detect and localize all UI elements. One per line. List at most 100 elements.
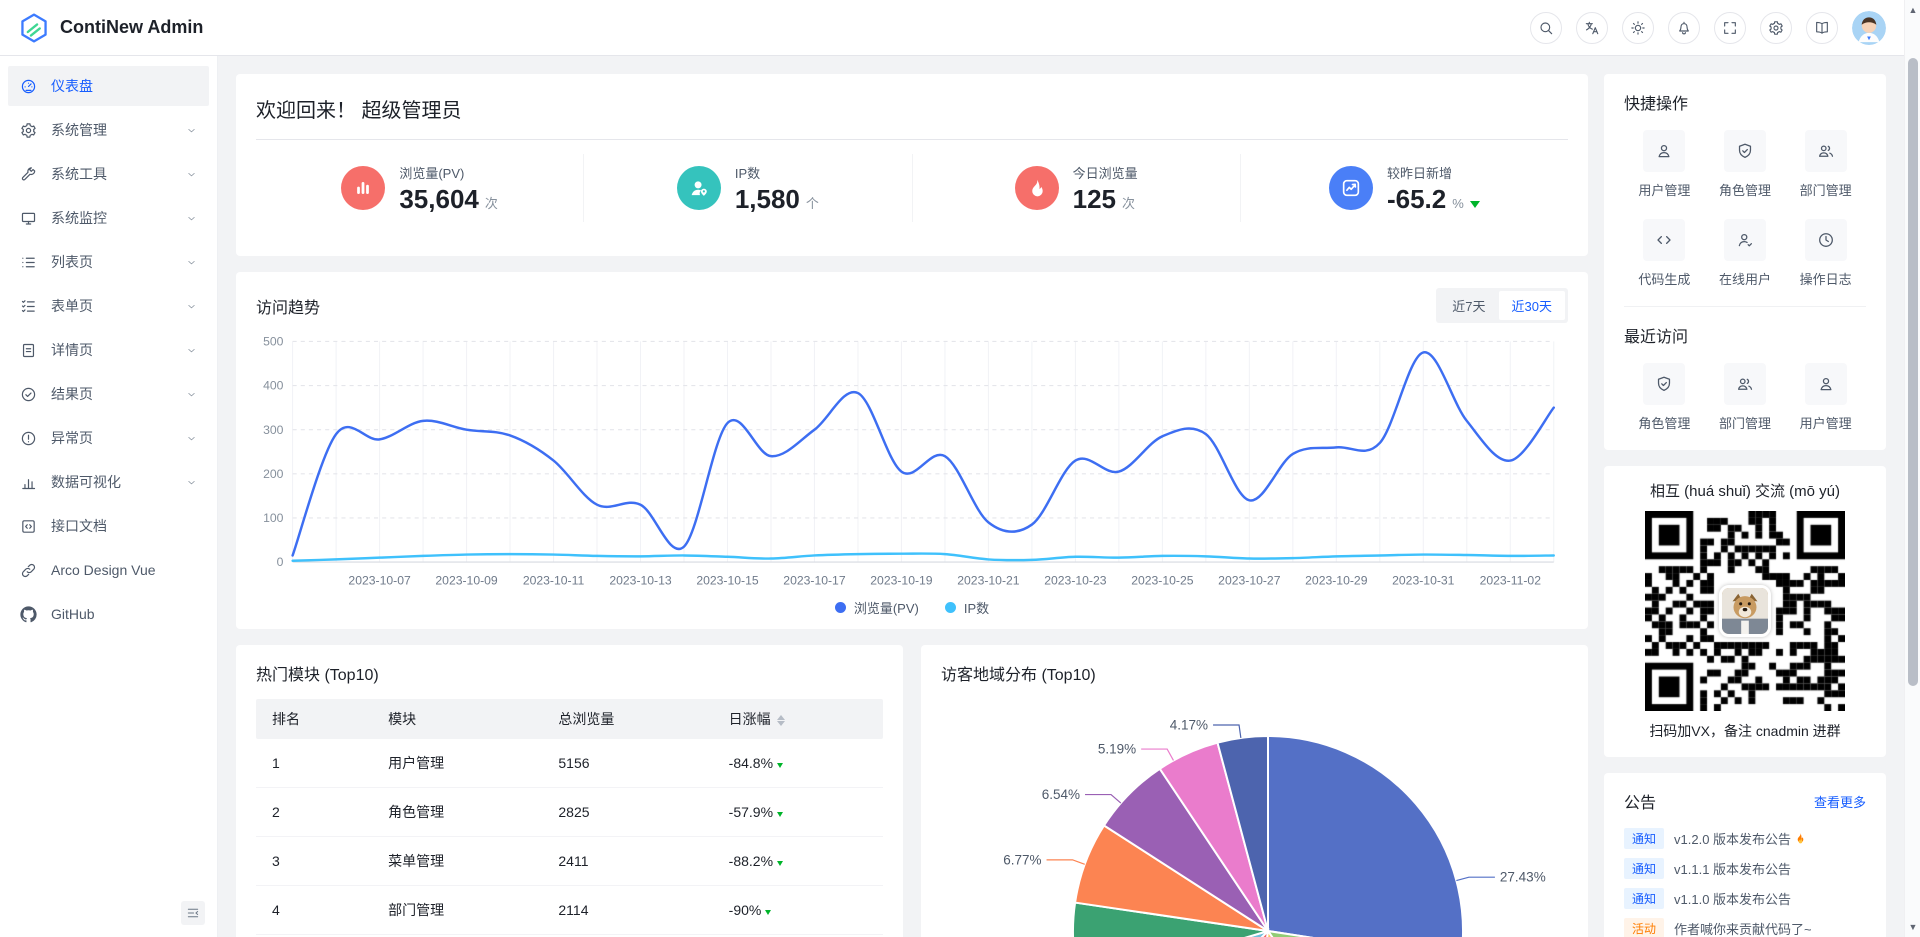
announcement-item[interactable]: 活动 作者喊你来贡献代码了~ [1624, 913, 1866, 937]
qr-code [1645, 511, 1845, 711]
recent-visit-dept-management[interactable]: 部门管理 [1705, 363, 1786, 432]
wrench-icon [20, 166, 37, 183]
header-theme-button[interactable] [1622, 11, 1654, 44]
header-notifications-button[interactable] [1668, 11, 1700, 44]
recent-visit-role-management[interactable]: 角色管理 [1624, 363, 1705, 432]
sidebar-item-system-monitor[interactable]: 系统监控 [8, 198, 209, 238]
cell-change: -90% [712, 885, 883, 935]
scrollbar-down-arrow[interactable]: ▼ [1908, 922, 1918, 932]
action-label: 角色管理 [1638, 416, 1691, 431]
scrollbar-up-arrow[interactable]: ▲ [1908, 5, 1918, 15]
continew-logo-icon [21, 13, 47, 42]
view-more-link[interactable]: 查看更多 [1813, 794, 1866, 810]
quick-action-online-users[interactable]: 在线用户 [1705, 219, 1786, 288]
hot-modules-title: 热门模块 (Top10) [256, 667, 379, 684]
cell-module: 用户管理 [372, 739, 543, 788]
sidebar-item-arco-design-vue[interactable]: Arco Design Vue [8, 550, 209, 590]
range-30d-button[interactable]: 近30天 [1498, 291, 1565, 320]
sidebar-item-detail-pages[interactable]: 详情页 [8, 330, 209, 370]
qr-center-avatar [1719, 585, 1771, 637]
divider [1624, 306, 1866, 307]
recent-visit-user-management[interactable]: 用户管理 [1785, 363, 1866, 432]
svg-text:500: 500 [263, 334, 284, 348]
svg-text:2023-10-21: 2023-10-21 [957, 574, 1019, 588]
sidebar-item-system-tools[interactable]: 系统工具 [8, 154, 209, 194]
range-7d-button[interactable]: 近7天 [1452, 299, 1486, 314]
sidebar-item-data-visualization[interactable]: 数据可视化 [8, 462, 209, 502]
announcement-text: v1.1.0 版本发布公告 [1674, 891, 1792, 907]
quick-action-user-management[interactable]: 用户管理 [1624, 130, 1705, 199]
sidebar-item-label: 详情页 [51, 342, 93, 358]
user-avatar[interactable] [1852, 10, 1886, 45]
table-header-3: 总浏览量 [542, 699, 713, 739]
sidebar-item-api-docs[interactable]: 接口文档 [8, 506, 209, 546]
announcement-item[interactable]: 通知 v1.1.1 版本发布公告 [1624, 853, 1866, 883]
sidebar-item-form-pages[interactable]: 表单页 [8, 286, 209, 326]
trend-line-chart: 0 100 200 300 400 500 2023-10-07 2023-10-09 2023… [263, 334, 1555, 588]
header-settings-button[interactable] [1760, 11, 1792, 44]
legend-item[interactable]: IP数 [944, 598, 989, 617]
cell-views: 2825 [542, 787, 713, 837]
table-row: 3 菜单管理 2411 -88.2% [256, 836, 883, 886]
sidebar-item-result-pages[interactable]: 结果页 [8, 374, 209, 414]
stat-value: 125 次 [1072, 183, 1136, 214]
chevron-down-icon [186, 345, 197, 356]
cell-module: 菜单管理 [372, 836, 543, 886]
action-label: 部门管理 [1799, 183, 1852, 198]
monitor-icon [20, 210, 37, 227]
announcement-item[interactable]: 通知 v1.2.0 版本发布公告 [1624, 823, 1866, 853]
header-fullscreen-button[interactable] [1714, 11, 1746, 44]
scrollbar-thumb[interactable] [1908, 58, 1918, 686]
action-label: 角色管理 [1718, 183, 1771, 198]
region-pie-chart: 27.43% 6.77% 6.54% 5.19% 4.17% [941, 693, 1568, 937]
svg-text:2023-10-25: 2023-10-25 [1131, 574, 1193, 588]
quick-action-role-management[interactable]: 角色管理 [1705, 130, 1786, 199]
sort-icon[interactable] [776, 714, 785, 726]
svg-text:2023-10-19: 2023-10-19 [870, 574, 932, 588]
announcement-item[interactable]: 通知 v1.1.0 版本发布公告 [1624, 883, 1866, 913]
stat-trend-icon [1328, 166, 1373, 210]
sidebar-item-list-pages[interactable]: 列表页 [8, 242, 209, 282]
sidebar-item-label: 数据可视化 [51, 474, 121, 490]
recent-visits-grid: 角色管理 部门管理 用户管理 [1624, 363, 1866, 432]
quick-action-code-generation[interactable]: 代码生成 [1624, 219, 1705, 288]
sidebar-item-label: 仪表盘 [51, 78, 93, 94]
sidebar-collapse-button[interactable] [181, 901, 205, 925]
svg-text:2023-10-11: 2023-10-11 [523, 574, 585, 588]
header-search-button[interactable] [1530, 11, 1562, 44]
app-header: ContiNew Admin [0, 0, 1904, 56]
user-online-icon [1723, 219, 1766, 261]
sidebar-item-system-management[interactable]: 系统管理 [8, 110, 209, 150]
stat-value: 35,604 次 [399, 183, 498, 214]
cell-module: 角色管理 [372, 787, 543, 837]
sidebar-item-github[interactable]: GitHub [8, 594, 209, 634]
action-label: 部门管理 [1718, 416, 1771, 431]
header-docs-button[interactable] [1806, 11, 1838, 44]
svg-text:5.19%: 5.19% [1098, 742, 1136, 757]
sidebar-item-label: 系统监控 [51, 210, 107, 226]
svg-text:2023-10-27: 2023-10-27 [1218, 574, 1280, 588]
sidebar-item-exception-pages[interactable]: 异常页 [8, 418, 209, 458]
chevron-down-icon [186, 257, 197, 268]
sidebar-item-dashboard[interactable]: 仪表盘 [8, 66, 209, 106]
stat-label: IP数 [734, 165, 761, 181]
trend-down-icon [777, 763, 784, 768]
quick-action-dept-management[interactable]: 部门管理 [1785, 130, 1866, 199]
chevron-down-icon [186, 213, 197, 224]
announcement-text: v1.1.1 版本发布公告 [1674, 861, 1792, 877]
stat-bar-icon [341, 166, 386, 210]
table-header-4[interactable]: 日涨幅 [712, 699, 883, 739]
announcement-tag: 通知 [1624, 857, 1665, 879]
table-row: 4 部门管理 2114 -90% [256, 885, 883, 935]
svg-text:2023-10-31: 2023-10-31 [1392, 574, 1454, 588]
action-label: 用户管理 [1638, 183, 1691, 198]
legend-item[interactable]: 浏览量(PV) [834, 598, 919, 617]
header-translate-button[interactable] [1576, 11, 1608, 44]
announcement-tag: 活动 [1624, 917, 1665, 937]
sidebar-menu: 仪表盘系统管理 系统工具系统监控列表页 表单页详情页结果页 异常页数据可视化接口文档 A… [0, 66, 217, 634]
hot-modules-card: 热门模块 (Top10) 排名 模块 总浏览量 日涨幅 1 用户管理 5156 -84… [236, 645, 903, 937]
quick-action-operation-logs[interactable]: 操作日志 [1785, 219, 1866, 288]
stat-flame-icon [1014, 166, 1059, 210]
svg-text:2023-10-23: 2023-10-23 [1044, 574, 1106, 588]
chevron-down-icon [186, 389, 197, 400]
